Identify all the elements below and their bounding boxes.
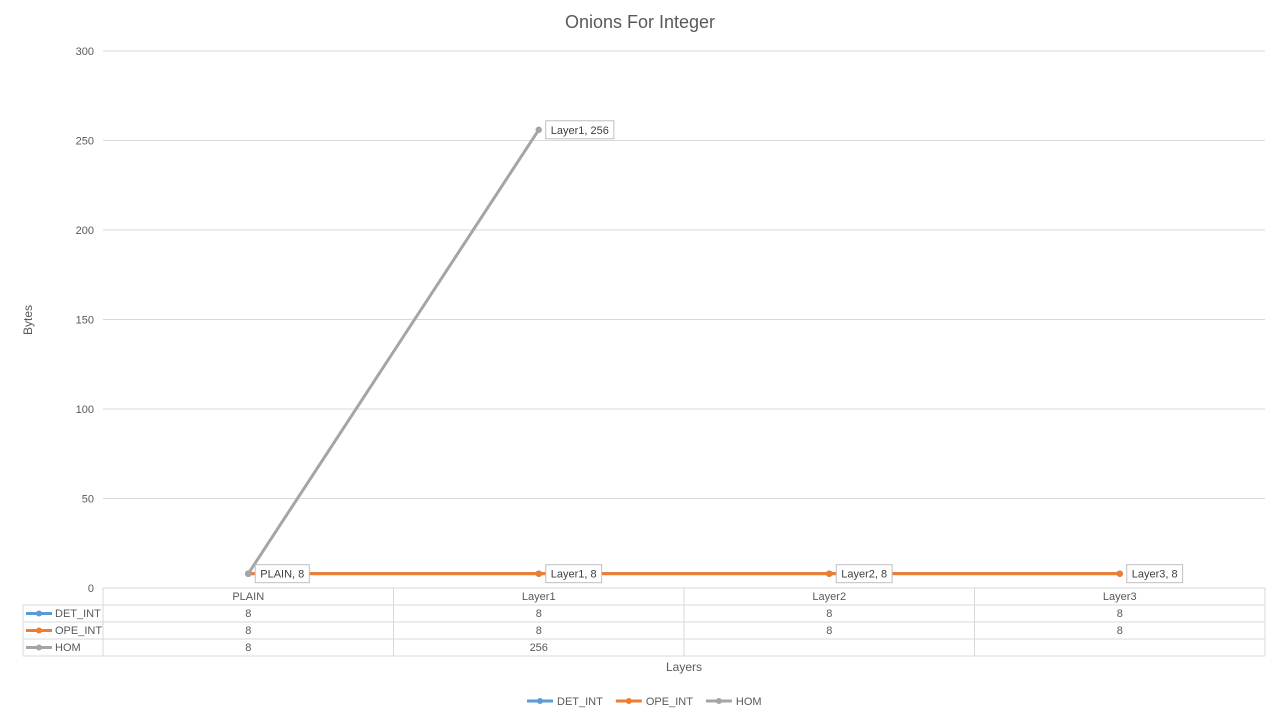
legend-key-marker [715,698,722,704]
data-label-box [1126,564,1184,584]
data-point [245,570,252,577]
table-legend-key-marker [36,610,42,617]
table-cell-value: 8 [1117,608,1123,620]
data-label-box [835,564,893,584]
y-tick-label: 250 [76,136,94,148]
table-cell-value: 8 [245,625,251,637]
data-point [1116,570,1123,577]
y-tick-label: 300 [76,46,94,58]
data-label: Layer1, 256 [545,120,615,140]
table-legend-key-marker [36,627,42,634]
data-label-text: Layer1, 8 [551,569,597,581]
table-cell-value: 8 [245,608,251,620]
legend-label: OPE_INT [646,696,693,708]
y-axis-label: Bytes [21,305,35,335]
data-label: PLAIN, 8 [254,564,310,584]
category-label: PLAIN [232,591,264,603]
table-cell-value: 256 [530,642,548,654]
legend: DET_INT OPE_INT HOM [527,696,762,708]
table-series-name: HOM [55,642,81,654]
series-line-hom [246,128,541,575]
table-cell-value: 8 [1117,625,1123,637]
y-axis-ticks: 0 50 100 150 200 250 300 [76,46,94,595]
y-tick-label: 100 [76,404,94,416]
data-point [826,570,833,577]
table-cell-value: 8 [536,608,542,620]
y-tick-label: 0 [88,583,94,595]
legend-key-marker [537,698,543,704]
table-series-name: OPE_INT [55,625,102,637]
data-label-box [545,564,603,584]
legend-label: HOM [736,696,762,708]
y-tick-label: 200 [76,225,94,237]
series-lines [245,126,1123,577]
table-series-name: DET_INT [55,608,101,620]
category-label: Layer1 [522,591,556,603]
legend-key-marker [625,698,632,704]
data-label: Layer3, 8 [1126,564,1184,584]
data-label-text: PLAIN, 8 [260,569,304,581]
legend-label: DET_INT [557,696,603,708]
x-axis-label: Layers [666,660,702,674]
y-tick-label: 150 [76,315,94,327]
data-point [535,126,542,133]
data-label: Layer2, 8 [835,564,893,584]
data-label-text: Layer2, 8 [841,569,887,581]
table-cell-value: 8 [536,625,542,637]
data-label-text: Layer3, 8 [1132,569,1178,581]
table-cell-value: 8 [826,608,832,620]
table-cell-value: 8 [245,642,251,654]
y-tick-label: 50 [82,494,94,506]
data-label-text: Layer1, 256 [551,125,609,137]
category-label: Layer3 [1103,591,1137,603]
data-table: PLAIN Layer1 Layer2 Layer3 DET_INT 8 8 8 8 OPE_IN… [22,587,1266,657]
table-cell-value: 8 [826,625,832,637]
category-label: Layer2 [812,591,846,603]
data-point [535,570,542,577]
data-labels: PLAIN, 8 Layer1, 256 Layer1, 8 Layer2, 8 Lay… [254,120,1184,584]
data-label-box [254,564,310,584]
data-label: Layer1, 8 [545,564,603,584]
data-label-box [545,120,615,140]
table-legend-key-marker [36,644,42,651]
chart-title: Onions For Integer [565,12,715,32]
gridlines [103,50,1265,499]
